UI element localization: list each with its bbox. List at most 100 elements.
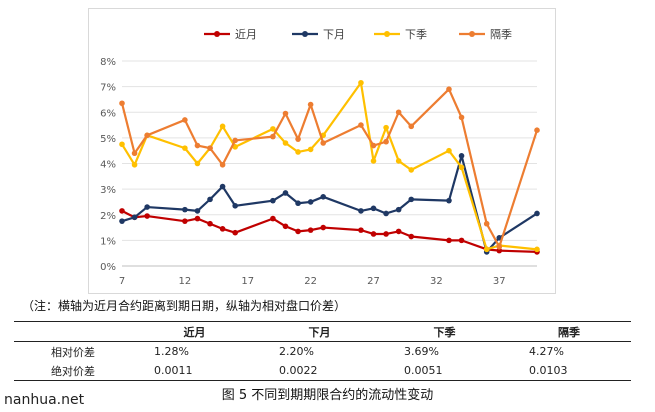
data-point [270,215,276,222]
table-cell: 0.0022 [279,364,318,377]
figure-caption: 图 5 不同到期期限合约的流动性变动 [221,388,434,403]
x-tick-label: 17 [241,276,254,287]
data-point [458,153,465,159]
data-point [383,138,389,145]
data-point [358,208,364,214]
table-row: 相对价差 1.28% 2.20% 3.69% 4.27% [14,342,631,362]
data-point [194,215,201,222]
legend-label: 隔季 [490,28,512,41]
table-cell: 4.27% [529,345,564,358]
x-tick-label: 22 [304,276,317,287]
y-tick-label: 1% [100,236,116,247]
data-point [383,124,389,131]
data-point [320,194,327,200]
data-point [395,206,402,213]
y-tick-label: 0% [100,262,116,273]
data-point [119,141,125,148]
data-point [295,136,301,142]
table-cell: 3.69% [404,345,439,358]
data-point [119,100,125,107]
data-point [358,122,364,128]
y-tick-label: 8% [100,57,116,68]
chart-area: 0% 1% 2% 3% 4% 5% 6% 7% 8% 7 12 17 22 27 32 37 近月 下月 下季 隔季 [88,8,556,294]
y-tick-label: 2% [100,211,116,222]
data-point [131,161,138,168]
y-tick-label: 4% [100,160,116,171]
data-point [483,220,490,227]
data-point [131,214,138,221]
data-point [395,109,402,116]
line-chart: 0% 1% 2% 3% 4% 5% 6% 7% 8% 7 12 17 22 27 32 37 近月 下月 下季 隔季 [100,28,540,287]
data-point [131,150,138,157]
data-point [408,233,415,240]
data-point [358,227,364,233]
data-point [320,140,327,146]
data-point [458,164,465,171]
y-tick-label: 6% [100,108,116,119]
watermark-text: nanhua.net [4,392,85,408]
legend-marker [469,31,475,37]
data-point [370,158,377,164]
data-point [307,146,314,153]
data-point [144,204,150,210]
data-point [119,208,125,214]
table-header-near-month: 近月 [183,325,206,339]
spread-table: 近月 下月 下季 隔季 相对价差 1.28% 2.20% 3.69% 4.27%… [14,321,631,381]
y-tick-label: 3% [100,185,116,196]
data-point [408,167,415,173]
data-point [295,200,301,207]
data-point [383,231,389,237]
table-header-next-quarter: 下季 [433,325,456,339]
data-point [408,196,415,203]
data-point [270,197,276,204]
data-point [307,101,314,108]
data-point [194,142,201,149]
data-point [194,160,201,167]
data-point [446,197,452,204]
data-point [182,145,188,151]
data-point [270,126,276,132]
data-point [370,205,377,212]
data-point [534,246,540,253]
data-point [370,142,377,149]
legend-marker [214,31,220,37]
table-header-blank [14,322,132,342]
data-point [219,161,226,168]
data-point [307,227,314,233]
data-point [496,243,503,250]
data-point [182,117,188,123]
data-point [219,123,226,130]
data-point [320,224,327,231]
y-tick-label: 7% [100,83,116,94]
data-point [446,147,452,154]
data-point [383,210,389,217]
legend-marker [302,31,308,37]
chart-note: （注：横轴为近月合约距离到期日期，纵轴为相对盘口价差） [22,299,347,313]
data-point [496,247,503,254]
series-line [121,209,538,254]
data-point [295,228,301,235]
table-cell: 0.0051 [404,364,443,377]
table-row: 绝对价差 0.0011 0.0022 0.0051 0.0103 [14,361,631,381]
data-point [144,213,150,219]
data-point [446,86,452,92]
y-tick-label: 5% [100,134,116,145]
data-point [358,79,364,86]
table-header-next-month: 下月 [308,325,331,339]
data-point [119,218,125,224]
table-cell: 0.0011 [154,364,193,377]
row-label-absolute: 绝对价差 [51,364,95,378]
table-cell: 0.0103 [529,364,568,377]
data-point [219,226,226,232]
legend-label: 近月 [235,28,257,41]
series-line [121,81,538,251]
x-tick-label: 37 [493,276,506,287]
data-point [282,110,289,117]
data-point [458,114,465,121]
row-label-relative: 相对价差 [51,345,95,359]
data-point [483,246,490,253]
legend-label: 下月 [323,28,345,41]
data-point [458,237,465,244]
data-point [232,229,238,236]
data-point [207,220,213,227]
